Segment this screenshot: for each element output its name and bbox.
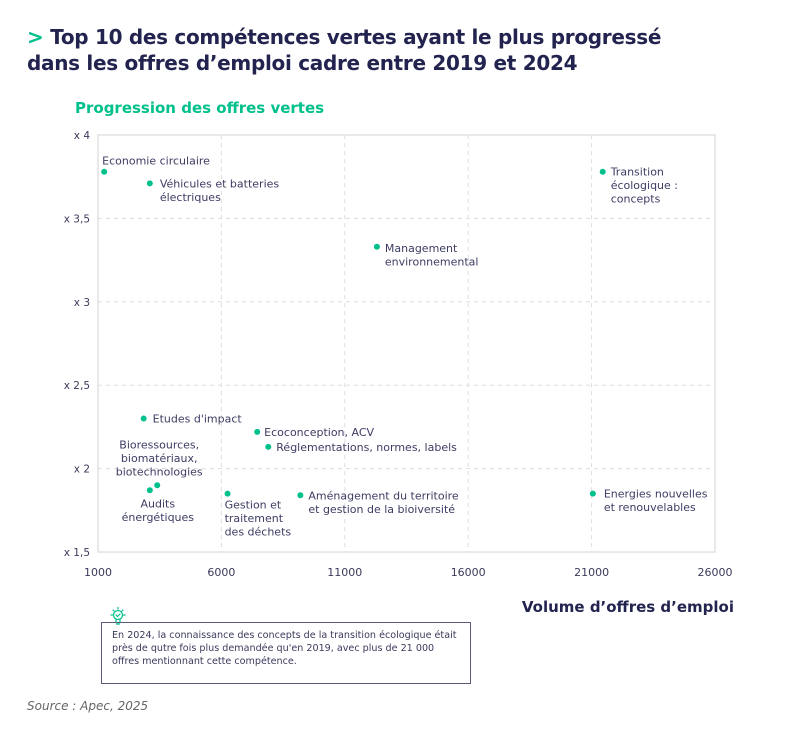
data-point	[140, 415, 147, 422]
x-tick-label: 11000	[327, 566, 362, 579]
y-tick-label: x 1,5	[64, 547, 90, 559]
x-tick-label: 21000	[574, 566, 609, 579]
point-label: Gestion et traitement des déchets	[225, 499, 292, 539]
y-tick-label: x 4	[74, 130, 91, 142]
data-point	[254, 428, 261, 435]
lightbulb-icon	[110, 606, 126, 625]
data-point	[589, 490, 596, 497]
chart-title: > Top 10 des compétences vertes ayant le…	[27, 24, 661, 76]
point-label: Aménagement du territoire et gestion de l…	[308, 489, 459, 515]
x-tick-label: 6000	[207, 566, 235, 579]
point-label: Ecoconception, ACV	[264, 426, 374, 439]
data-point	[297, 492, 304, 499]
point-label: Energies nouvelles et renouvelables	[604, 488, 708, 515]
x-axis-label: Volume d’offres d’emploi	[521, 598, 734, 616]
data-point	[146, 487, 153, 494]
data-point	[599, 168, 606, 175]
title-arrow: >	[27, 25, 44, 49]
data-point	[101, 168, 108, 175]
data-point	[224, 490, 231, 497]
point-label: Economie circulaire	[102, 155, 210, 168]
y-tick-label: x 2	[74, 464, 90, 476]
point-label: Réglementations, normes, labels	[276, 441, 457, 454]
point-label: Véhicules et batteries électriques	[160, 177, 280, 204]
point-label: Transition écologique : concepts	[610, 166, 678, 206]
title-line-1: Top 10 des compétences vertes ayant le p…	[50, 25, 662, 49]
point-label: Bioressources, biomatériaux, biotechnologi…	[116, 438, 203, 478]
point-label: Management environnemental	[385, 242, 479, 268]
data-point	[265, 443, 272, 450]
plot-frame	[97, 134, 716, 553]
point-label: Etudes d'impact	[153, 413, 243, 426]
point-label: Audits énergétiques	[122, 497, 195, 524]
y-axis-label: Progression des offres vertes	[75, 99, 325, 117]
x-tick-label: 26000	[698, 566, 733, 579]
y-tick-label: x 3	[74, 297, 90, 309]
data-point	[146, 180, 153, 187]
insight-note: En 2024, la connaissance des concepts de…	[101, 622, 471, 684]
source-text: Source : Apec, 2025	[27, 699, 149, 713]
data-point	[373, 243, 380, 250]
x-tick-label: 1000	[84, 566, 112, 579]
title-line-2: dans les offres d’emploi cadre entre 201…	[27, 51, 578, 75]
data-point	[154, 482, 161, 489]
y-tick-label: x 2,5	[64, 380, 90, 392]
y-tick-label: x 3,5	[64, 213, 90, 225]
x-tick-label: 16000	[451, 566, 486, 579]
